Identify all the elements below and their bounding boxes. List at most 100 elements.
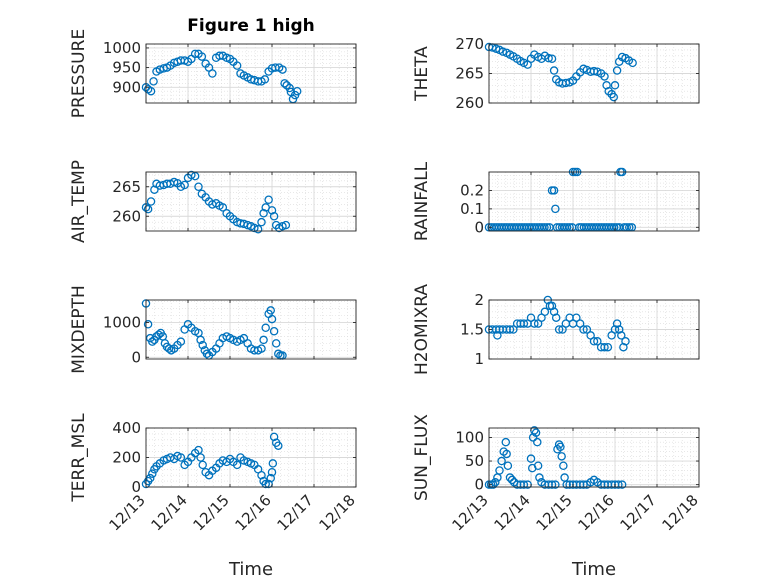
data-point — [239, 456, 249, 465]
data-point — [292, 86, 302, 96]
data-point — [194, 182, 203, 191]
data-point — [274, 349, 283, 359]
x-axis-label-right: Time — [571, 559, 616, 580]
data-point — [549, 307, 559, 317]
y-tick-label: 0 — [131, 478, 141, 496]
y-axis-label: H2OMIXRA — [412, 284, 432, 375]
data-point — [544, 53, 553, 63]
data-point — [269, 432, 279, 442]
y-tick-label: 50 — [465, 452, 484, 470]
data-point — [589, 66, 599, 76]
data-point — [589, 337, 599, 346]
data-point — [495, 466, 504, 475]
data-point — [148, 469, 157, 478]
data-point — [509, 325, 518, 334]
data-point — [149, 77, 158, 86]
x-axis-label-left: Time — [228, 559, 273, 580]
axes-box — [488, 171, 700, 232]
data-point — [547, 480, 557, 489]
data-point — [198, 460, 207, 470]
data-point — [232, 460, 242, 470]
data-point — [145, 473, 155, 483]
plot-area — [146, 44, 356, 103]
data-point — [266, 473, 275, 483]
y-axis-label: THETA — [412, 46, 432, 102]
data-point — [562, 480, 571, 489]
data-point — [617, 331, 626, 340]
data-point — [280, 79, 289, 88]
y-tick-label: 270 — [455, 35, 484, 53]
data-point — [497, 456, 506, 466]
data-point — [269, 211, 279, 221]
data-point — [559, 461, 568, 471]
data-point — [260, 75, 270, 84]
data-point — [628, 58, 637, 68]
y-tick-label: 950 — [112, 59, 141, 77]
data-point — [176, 337, 186, 346]
data-point — [556, 442, 565, 452]
data-point — [208, 69, 217, 78]
data-point — [232, 61, 242, 70]
y-axis-label: MIXDEPTH — [69, 285, 89, 374]
data-point — [551, 313, 561, 322]
data-point — [194, 445, 203, 455]
axes-box — [145, 43, 357, 104]
data-point — [579, 480, 588, 489]
y-tick-label: 1000 — [103, 39, 141, 57]
data-point — [600, 342, 609, 352]
data-point — [503, 461, 513, 471]
data-point — [619, 342, 628, 352]
data-point — [535, 473, 544, 482]
data-point — [257, 344, 266, 353]
data-point — [239, 219, 249, 229]
data-point — [612, 319, 622, 328]
y-axis-label: SUN_FLUX — [412, 414, 432, 501]
data-point — [154, 330, 163, 339]
data-point — [610, 325, 620, 334]
data-point — [218, 203, 228, 212]
data-point — [197, 52, 207, 61]
data-point — [572, 313, 581, 322]
data-point — [250, 223, 259, 233]
data-point — [530, 319, 539, 328]
data-point — [547, 54, 557, 64]
data-point — [143, 320, 153, 329]
data-point — [259, 209, 268, 218]
data-point — [269, 326, 279, 336]
data-point — [612, 66, 622, 75]
subplot-5: 0 1000 MIXDEPTH — [69, 285, 357, 374]
data-point — [533, 461, 543, 471]
data-point — [554, 325, 564, 334]
data-point — [148, 337, 157, 346]
y-tick-label: 0.1 — [460, 200, 484, 218]
data-point — [253, 224, 263, 234]
data-point — [278, 65, 287, 74]
data-point — [143, 204, 153, 214]
data-point — [281, 220, 291, 230]
data-point — [519, 480, 529, 489]
y-tick-label: 0 — [131, 348, 141, 366]
data-point — [557, 452, 566, 461]
y-axis-label: TERR_MSL — [69, 413, 89, 503]
data-point — [196, 335, 205, 345]
data-point — [202, 349, 212, 359]
data-point — [261, 479, 270, 489]
data-point — [146, 197, 156, 206]
data-point — [268, 459, 278, 468]
subplot-2: 260 265 270 THETA — [412, 35, 700, 112]
y-tick-label: 0 — [474, 476, 484, 494]
data-point — [603, 342, 613, 352]
plot-area — [489, 428, 699, 487]
data-point — [561, 78, 571, 88]
data-point — [266, 306, 275, 315]
data-point — [602, 81, 611, 90]
data-point — [176, 453, 186, 462]
y-tick-label: 1.5 — [460, 321, 484, 339]
data-point — [501, 437, 511, 447]
data-point — [502, 449, 511, 459]
y-tick-label: 265 — [455, 65, 484, 83]
data-point — [549, 66, 559, 75]
data-point — [274, 441, 283, 450]
data-point — [609, 92, 618, 102]
